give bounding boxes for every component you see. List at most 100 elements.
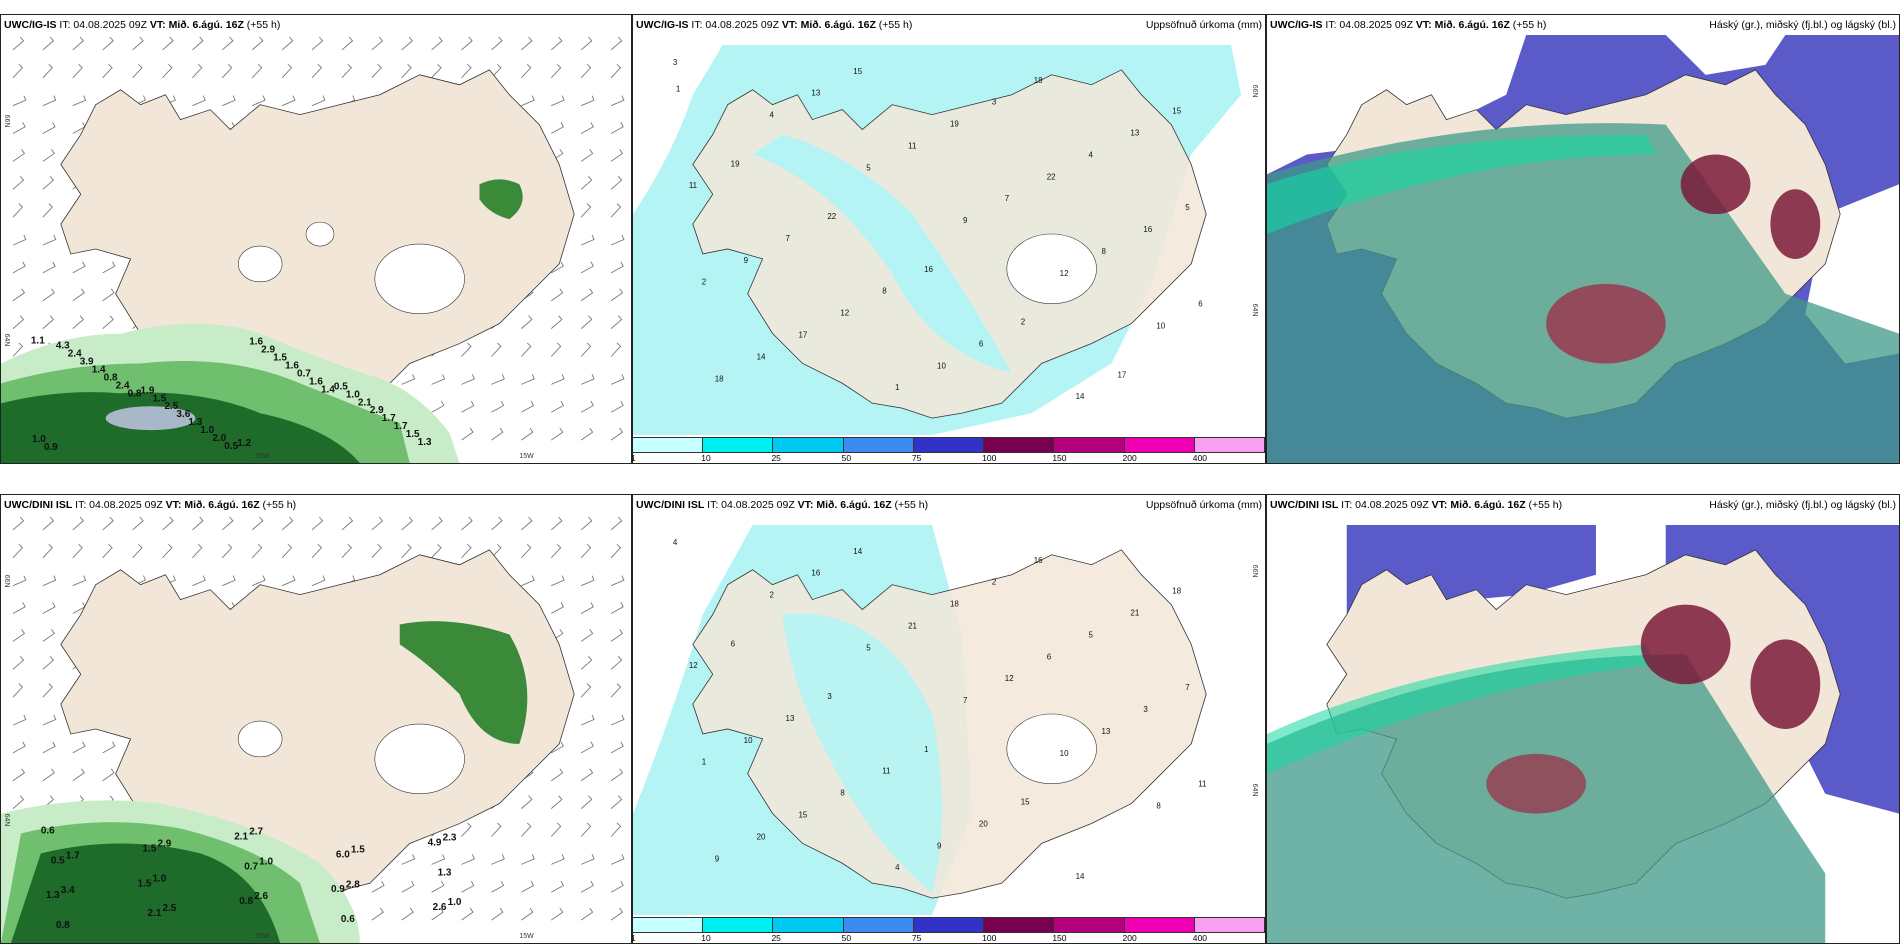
wind-barb	[610, 95, 625, 107]
precip-value-label: 1.6	[249, 337, 263, 348]
panel-header: UWC/DINI ISL IT: 04.08.2025 09Z VT: Mið.…	[1267, 495, 1899, 515]
wind-barb	[580, 400, 594, 413]
wind-barb	[42, 516, 55, 531]
precip-value-label: 0.8	[128, 388, 142, 399]
wind-barb	[551, 261, 565, 274]
wind-barb	[12, 95, 27, 107]
colorbar: 1 10 25 50 75 100 150 200 400	[633, 915, 1265, 943]
precip-value-label: 0.8	[239, 896, 253, 907]
init-time: IT: 04.08.2025 09Z	[75, 499, 163, 511]
wind-barb	[550, 36, 563, 51]
colorbar-tick-label: 150	[1052, 933, 1067, 943]
wind-barb	[551, 400, 565, 413]
wind-barb	[12, 342, 24, 357]
colorbar-tick-label: 400	[1192, 453, 1207, 463]
precip-value-label: 1.6	[309, 376, 323, 387]
wind-barb	[580, 374, 595, 385]
wind-barb	[491, 374, 505, 385]
wind-barb	[162, 516, 174, 531]
panel-header: UWC/DINI ISL IT: 04.08.2025 09Z VT: Mið.…	[633, 495, 1265, 515]
wind-barb	[252, 575, 266, 587]
wind-barb	[12, 315, 25, 329]
wind-barb	[461, 63, 472, 79]
wind-barb	[132, 63, 143, 79]
wind-barb	[42, 288, 55, 302]
precip-value-label: 4.3	[56, 341, 70, 352]
wind-barb	[341, 63, 353, 79]
precip-value-label: 4.9	[428, 837, 442, 848]
wind-barb	[580, 683, 592, 698]
lead-time: (+55 h)	[1512, 19, 1547, 31]
precip-value-label: 8	[1156, 802, 1161, 811]
precip-value-label: 0.9	[331, 884, 345, 895]
panel-header: UWC/DINI ISL IT: 04.08.2025 09Z VT: Mið.…	[1, 495, 631, 515]
wind-barb	[521, 795, 533, 809]
precip-value-label: 2	[702, 278, 707, 287]
precip-value-label: 13	[786, 714, 795, 723]
high-cloud-dense	[1680, 154, 1751, 215]
high-cloud-dense	[1486, 753, 1586, 814]
wind-barb	[580, 629, 594, 642]
precip-value-label: 13	[1130, 129, 1139, 138]
wind-barb	[610, 342, 622, 357]
cloud-map	[1267, 35, 1899, 463]
wind-barb	[551, 122, 565, 134]
wind-barb	[491, 880, 505, 893]
wind-barb	[401, 516, 413, 531]
wind-barb	[580, 714, 595, 726]
wind-barb	[491, 907, 504, 921]
wind-barb	[42, 261, 56, 274]
wind-barb	[311, 36, 324, 51]
precip-value-label: 2.5	[162, 903, 176, 914]
init-time: IT: 04.08.2025 09Z	[1341, 499, 1429, 511]
wind-barb	[550, 427, 564, 441]
lead-time: (+55 h)	[1528, 499, 1563, 511]
wind-barb	[550, 543, 562, 559]
wind-barb	[580, 342, 592, 357]
model-name: UWC/DINI ISL	[1270, 499, 1339, 511]
precip-value-label: 5	[1089, 630, 1094, 639]
colorbar-tick-label: 50	[841, 453, 852, 463]
colorbar-tick-label: 1	[633, 933, 636, 943]
precip-value-label: 2.7	[249, 827, 263, 838]
lead-time: (+55 h)	[878, 19, 913, 31]
precip-value-label: 0.9	[44, 442, 58, 453]
wind-barb	[221, 63, 233, 79]
wind-barb	[132, 36, 144, 51]
wind-barb	[42, 176, 55, 190]
wind-barb	[521, 575, 535, 587]
mid-cloud	[1267, 644, 1656, 774]
wind-barb	[610, 315, 623, 329]
precip-value-label: 2.6	[433, 902, 447, 913]
wind-barb	[222, 575, 236, 587]
precip-value-label: 14	[757, 352, 766, 361]
precip-value-label: 9	[744, 256, 749, 265]
wind-barb	[102, 63, 113, 79]
lon-label: 15W	[519, 453, 534, 460]
wind-barb	[610, 683, 622, 698]
wind-barb	[251, 36, 264, 51]
wind-barb	[610, 176, 623, 190]
precip-value-label: 16	[924, 265, 933, 274]
wind-barb	[610, 768, 624, 782]
wind-barb	[521, 854, 535, 865]
precip-value-label: 10	[1060, 749, 1069, 758]
wind-barb	[401, 854, 416, 865]
wind-barb	[491, 63, 502, 79]
wind-barb	[431, 880, 445, 893]
wind-barb	[341, 36, 354, 51]
wind-barb	[72, 315, 84, 329]
wind-barb	[610, 374, 625, 385]
colorbar: 1 10 25 50 75 100 150 200 400	[633, 435, 1265, 463]
precip-value-label: 1.0	[259, 856, 273, 867]
lat-label: 66N	[1251, 85, 1258, 98]
wind-barb	[12, 543, 24, 559]
wind-barb	[551, 95, 565, 107]
wind-barb	[42, 656, 55, 670]
wind-barb	[610, 543, 622, 559]
wind-barb	[610, 427, 624, 441]
precip-value-label: 11	[689, 181, 698, 190]
precip-value-label: 12	[1005, 674, 1014, 683]
wind-precip-map: 1.1 0.8 0.5 1.4 1.3 2.4 2.0 1.6 1.5 0.8 1.0 0.7 1.7 1…	[1, 35, 631, 463]
precip-area	[752, 134, 1012, 374]
